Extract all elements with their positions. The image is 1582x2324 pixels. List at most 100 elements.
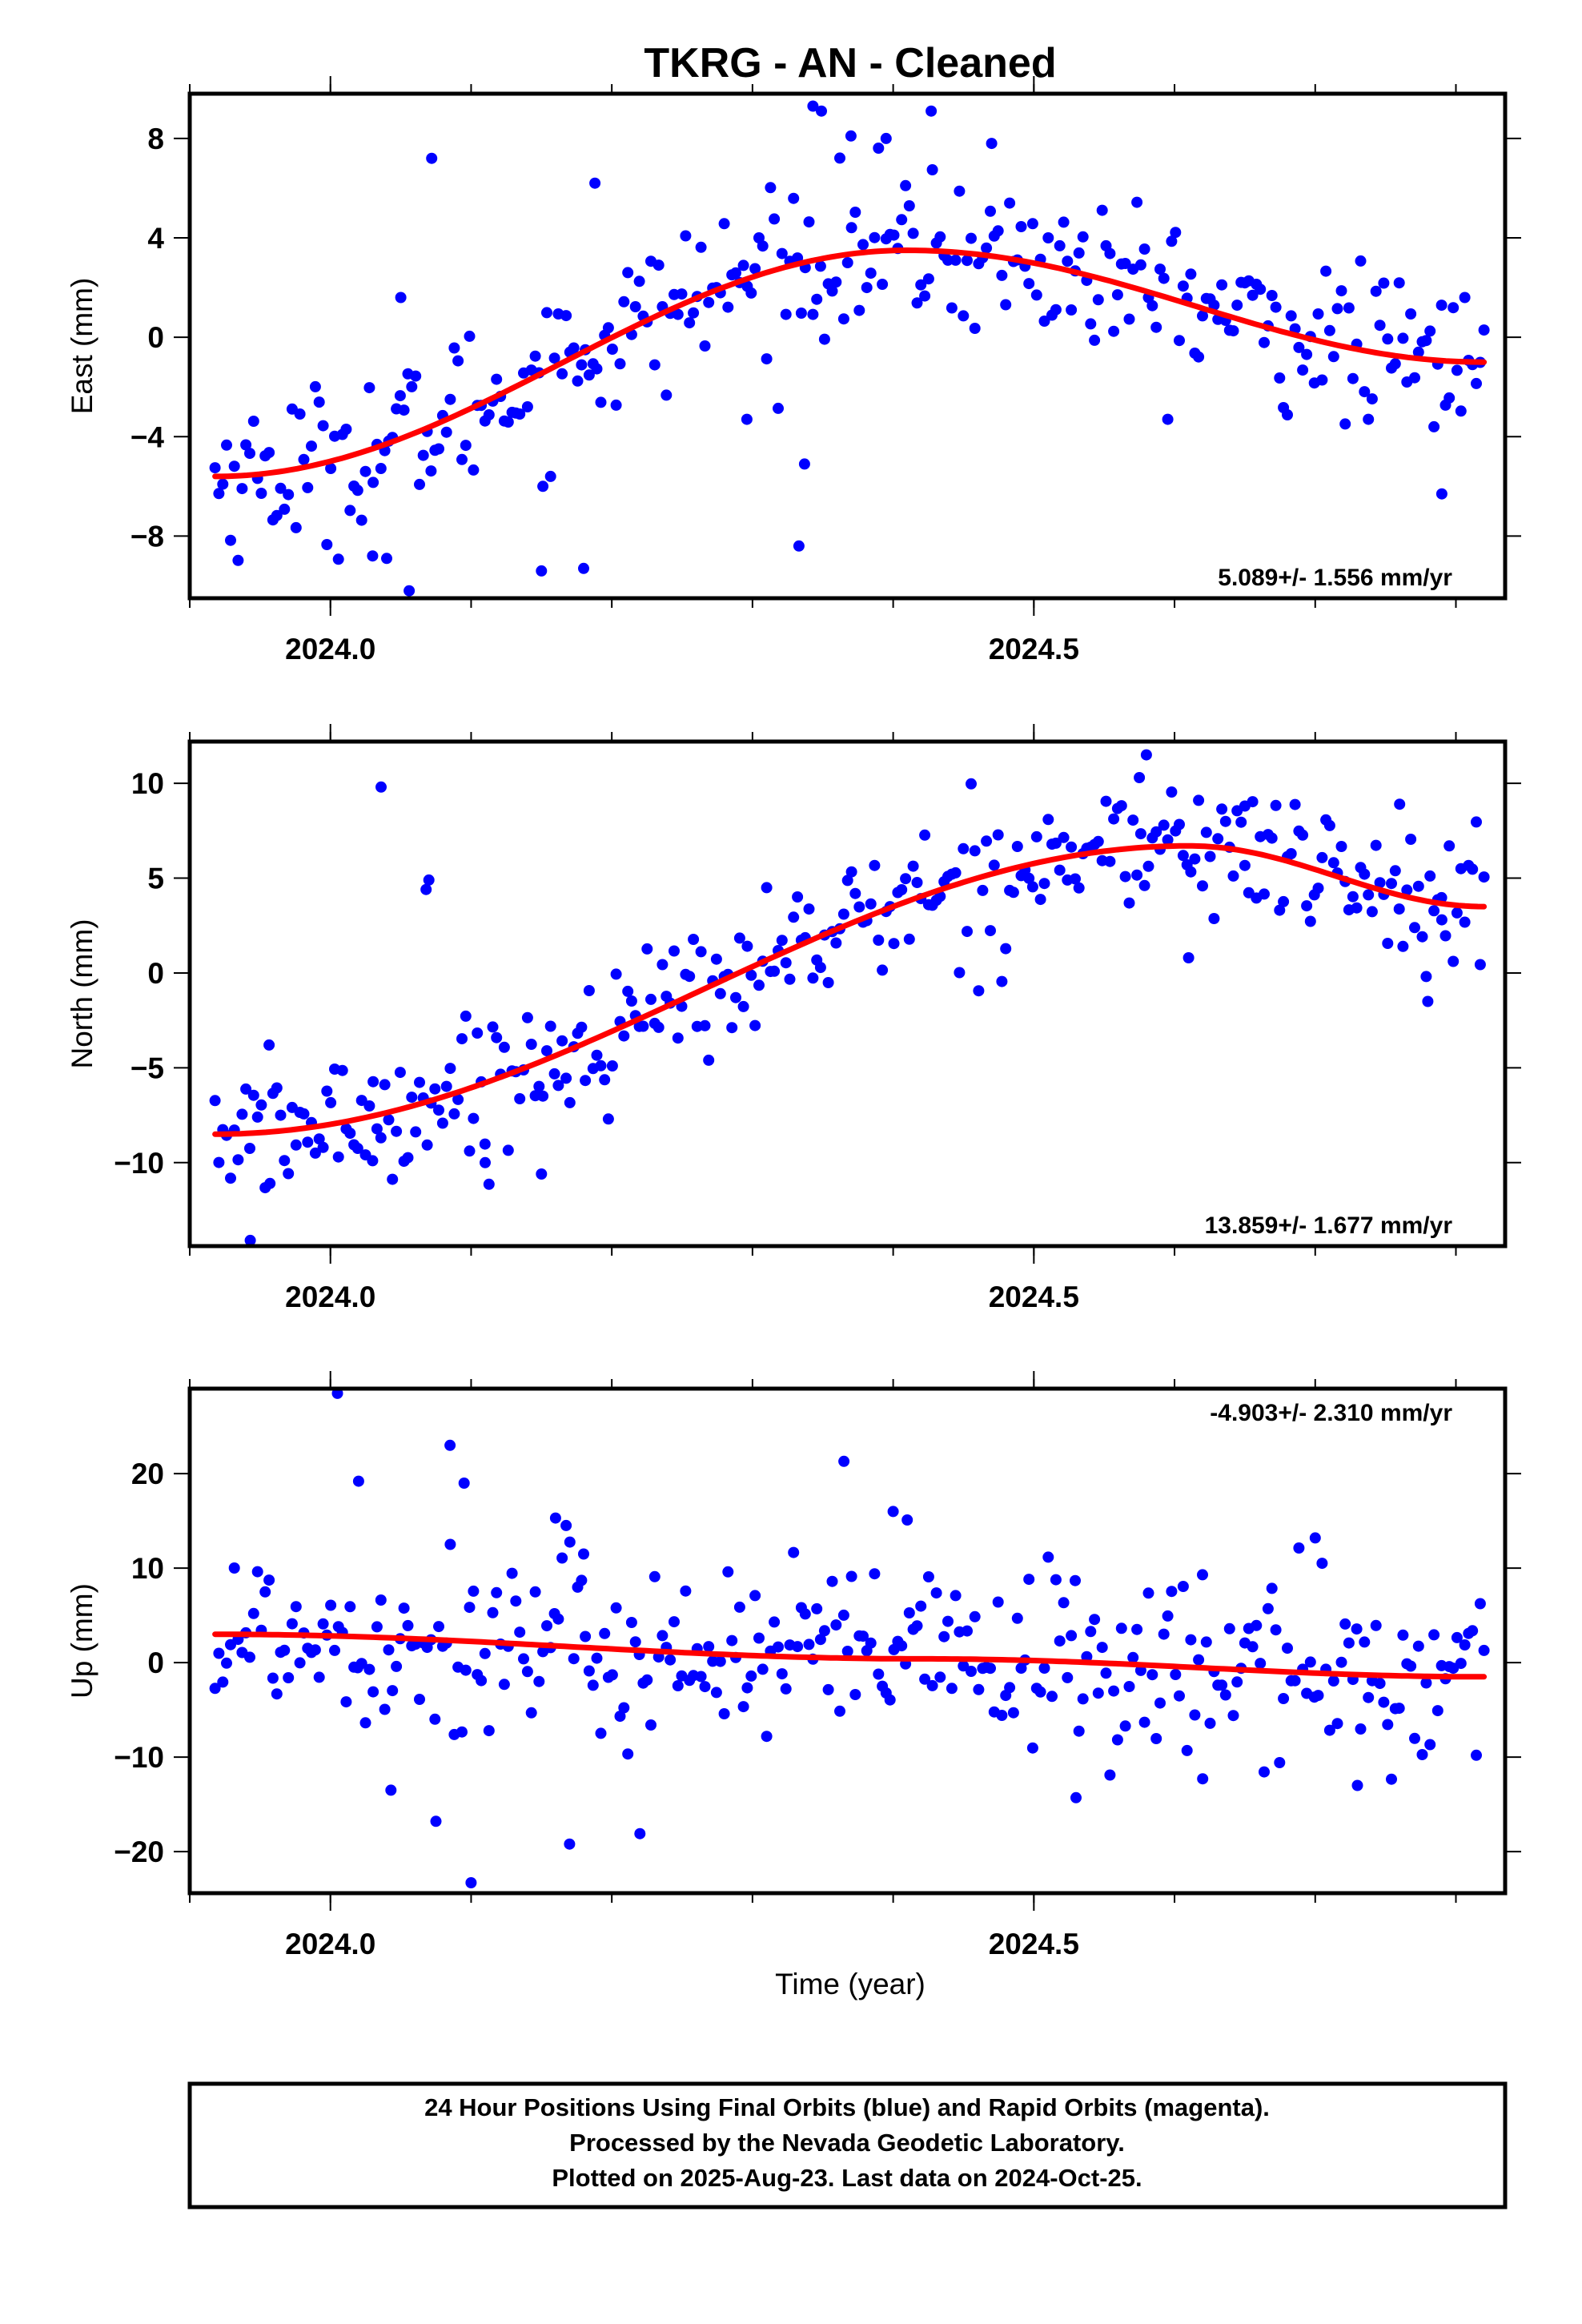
north-data-point — [483, 1178, 495, 1190]
east-data-point — [857, 239, 869, 251]
north-data-point — [985, 925, 996, 937]
north-data-point — [1166, 786, 1178, 798]
up-data-point — [733, 1601, 745, 1613]
north-data-point — [564, 1096, 576, 1108]
east-data-point — [240, 439, 252, 451]
north-data-point — [402, 1152, 414, 1164]
up-data-point — [290, 1601, 302, 1613]
up-data-point — [930, 1587, 942, 1599]
east-data-point — [448, 342, 460, 354]
east-data-point — [1193, 351, 1205, 363]
north-data-point — [837, 908, 849, 920]
north-data-point — [1134, 828, 1146, 840]
north-data-point — [849, 887, 861, 899]
up-data-point — [695, 1671, 707, 1683]
north-data-point — [1131, 869, 1143, 881]
up-data-point — [1331, 1718, 1343, 1730]
east-data-point — [1162, 413, 1174, 425]
north-data-point — [602, 1113, 614, 1125]
north-y-tick-label: 10 — [131, 767, 164, 800]
north-data-point — [367, 1076, 379, 1088]
east-data-point — [907, 227, 919, 239]
east-data-point — [986, 138, 998, 150]
north-data-point — [1471, 816, 1482, 828]
east-data-point — [1111, 289, 1123, 301]
up-data-point — [479, 1647, 491, 1659]
north-data-point — [1266, 832, 1278, 844]
north-data-point — [232, 1154, 244, 1166]
up-data-point — [355, 1658, 367, 1670]
east-data-point — [275, 482, 287, 494]
up-data-point — [1378, 1696, 1390, 1708]
north-data-point — [830, 937, 842, 949]
up-data-point — [1023, 1574, 1035, 1586]
north-data-point — [792, 891, 804, 903]
east-data-point — [1435, 300, 1447, 312]
north-data-point — [730, 991, 741, 1003]
east-data-point — [919, 290, 931, 302]
north-data-point — [298, 1108, 310, 1120]
up-data-point — [884, 1694, 896, 1706]
north-data-point — [1042, 814, 1054, 826]
up-data-point — [1467, 1625, 1479, 1637]
up-data-point — [901, 1514, 913, 1526]
east-data-point — [290, 521, 302, 533]
east-data-point — [845, 222, 857, 234]
north-data-point — [672, 1032, 684, 1044]
east-data-point — [589, 177, 601, 189]
north-data-point — [433, 1104, 444, 1116]
up-data-point — [1066, 1630, 1078, 1642]
north-data-point — [900, 873, 912, 885]
north-data-point — [1239, 859, 1251, 871]
east-data-point — [769, 213, 781, 225]
up-data-point — [476, 1675, 488, 1687]
up-data-point — [1474, 1598, 1486, 1610]
up-data-point — [1111, 1734, 1123, 1746]
east-data-point — [1038, 316, 1050, 327]
footer-line-2: Processed by the Nevada Geodetic Laborat… — [569, 2129, 1125, 2157]
north-data-point — [1023, 872, 1035, 884]
up-data-point — [1174, 1690, 1185, 1702]
up-data-point — [1131, 1623, 1143, 1635]
up-data-point — [444, 1538, 456, 1550]
east-data-point — [661, 389, 673, 401]
east-data-point — [830, 276, 842, 288]
east-data-point — [406, 380, 418, 392]
up-data-point — [1262, 1602, 1274, 1614]
east-data-point — [283, 489, 295, 501]
east-data-point — [1066, 304, 1078, 316]
north-data-point — [1108, 813, 1120, 825]
up-data-point — [1138, 1716, 1150, 1728]
east-data-point — [680, 230, 692, 242]
north-data-point — [325, 1096, 337, 1108]
east-data-point — [444, 393, 456, 405]
east-data-point — [1424, 325, 1436, 337]
east-x-tick-label: 2024.5 — [989, 633, 1079, 665]
east-data-point — [911, 297, 923, 309]
north-data-point — [1034, 894, 1046, 906]
east-data-point — [807, 100, 819, 112]
up-data-point — [583, 1665, 595, 1677]
east-data-point — [414, 478, 425, 490]
east-data-point — [236, 483, 248, 495]
up-data-point — [552, 1613, 564, 1625]
up-data-point — [629, 1636, 641, 1648]
north-data-point — [958, 842, 970, 854]
north-x-tick-label: 2024.0 — [285, 1281, 375, 1313]
east-data-point — [996, 269, 1008, 281]
up-data-point — [578, 1548, 589, 1560]
east-data-point — [869, 231, 881, 243]
north-data-point — [625, 995, 637, 1007]
north-data-point — [1104, 855, 1116, 867]
east-data-point — [344, 505, 356, 517]
up-data-point — [529, 1586, 541, 1598]
east-data-point — [426, 152, 438, 164]
east-data-point — [672, 308, 684, 320]
north-data-point — [865, 898, 877, 910]
up-data-point — [414, 1694, 425, 1705]
north-data-point — [688, 934, 700, 945]
north-data-point — [761, 882, 773, 894]
north-data-point — [1351, 902, 1363, 914]
up-data-point — [1123, 1681, 1135, 1692]
east-data-point — [1138, 243, 1150, 255]
